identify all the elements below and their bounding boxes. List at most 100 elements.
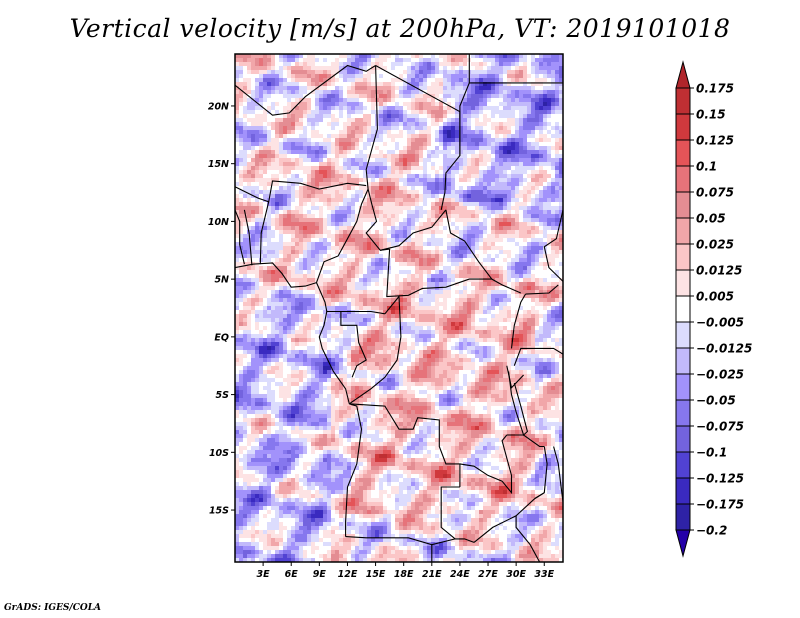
field-cell (387, 282, 391, 286)
field-cell (423, 334, 427, 338)
field-cell (559, 338, 563, 342)
field-cell (379, 162, 383, 166)
field-cell (339, 178, 343, 182)
field-cell (383, 298, 387, 302)
field-cell (415, 342, 419, 346)
field-cell (303, 230, 307, 234)
field-cell (355, 82, 359, 86)
field-cell (331, 118, 335, 122)
field-cell (391, 114, 395, 118)
field-cell (515, 286, 519, 290)
field-cell (543, 162, 547, 166)
field-cell (379, 258, 383, 262)
field-cell (531, 82, 535, 86)
field-cell (423, 70, 427, 74)
field-cell (323, 322, 327, 326)
field-cell (395, 286, 399, 290)
field-cell (311, 110, 315, 114)
field-cell (239, 178, 243, 182)
field-cell (355, 118, 359, 122)
field-cell (467, 334, 471, 338)
field-cell (455, 318, 459, 322)
field-cell (287, 262, 291, 266)
field-cell (483, 306, 487, 310)
field-cell (323, 202, 327, 206)
field-cell (287, 130, 291, 134)
field-cell (287, 62, 291, 66)
field-cell (359, 290, 363, 294)
field-cell (359, 314, 363, 318)
field-cell (331, 274, 335, 278)
field-cell (383, 162, 387, 166)
field-cell (403, 330, 407, 334)
field-cell (279, 266, 283, 270)
field-cell (351, 338, 355, 342)
field-cell (259, 338, 263, 342)
field-cell (559, 282, 563, 286)
field-cell (267, 94, 271, 98)
field-cell (319, 90, 323, 94)
field-cell (507, 110, 511, 114)
field-cell (391, 194, 395, 198)
field-cell (531, 242, 535, 246)
field-cell (491, 330, 495, 334)
field-cell (491, 210, 495, 214)
field-cell (447, 294, 451, 298)
field-cell (459, 210, 463, 214)
field-cell (323, 74, 327, 78)
field-cell (275, 214, 279, 218)
field-cell (463, 154, 467, 158)
field-cell (339, 222, 343, 226)
field-cell (403, 258, 407, 262)
field-cell (235, 106, 239, 110)
field-cell (331, 302, 335, 306)
field-cell (339, 70, 343, 74)
field-cell (423, 210, 427, 214)
field-cell (379, 298, 383, 302)
field-cell (355, 70, 359, 74)
field-cell (551, 162, 555, 166)
field-cell (359, 302, 363, 306)
field-cell (371, 298, 375, 302)
field-cell (491, 86, 495, 90)
field-cell (471, 130, 475, 134)
field-cell (491, 142, 495, 146)
field-cell (511, 290, 515, 294)
field-cell (539, 326, 543, 330)
field-cell (559, 182, 563, 186)
field-cell (379, 182, 383, 186)
field-cell (235, 78, 239, 82)
field-cell (351, 206, 355, 210)
field-cell (411, 322, 415, 326)
field-cell (391, 182, 395, 186)
field-cell (419, 210, 423, 214)
field-cell (355, 78, 359, 82)
field-cell (559, 70, 563, 74)
field-cell (375, 306, 379, 310)
field-cell (459, 218, 463, 222)
field-cell (363, 174, 367, 178)
field-cell (475, 70, 479, 74)
field-cell (343, 302, 347, 306)
field-cell (415, 218, 419, 222)
field-cell (339, 206, 343, 210)
field-cell (499, 62, 503, 66)
field-cell (331, 214, 335, 218)
field-cell (483, 298, 487, 302)
field-cell (435, 246, 439, 250)
field-cell (467, 218, 471, 222)
field-cell (423, 222, 427, 226)
field-cell (543, 334, 547, 338)
field-cell (263, 154, 267, 158)
field-cell (459, 254, 463, 258)
field-cell (351, 330, 355, 334)
field-cell (487, 198, 491, 202)
field-cell (499, 110, 503, 114)
field-cell (255, 102, 259, 106)
field-cell (327, 270, 331, 274)
field-cell (515, 150, 519, 154)
field-cell (423, 294, 427, 298)
field-cell (431, 242, 435, 246)
field-cell (395, 306, 399, 310)
field-cell (479, 86, 483, 90)
